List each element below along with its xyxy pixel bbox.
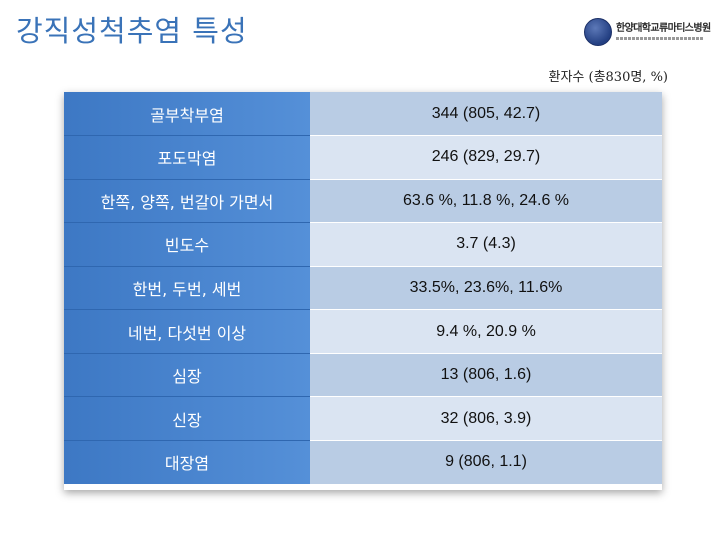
row-label: 포도막염 [64, 135, 310, 180]
row-label: 골부착부염 [64, 92, 310, 137]
row-value: 3.7 (4.3) [310, 222, 662, 267]
table-row: 한번, 두번, 세번 33.5%, 23.6%, 11.6% [64, 266, 662, 311]
row-value: 344 (805, 42.7) [310, 92, 662, 137]
hospital-logo: 한양대학교류마티스병원 [584, 16, 711, 48]
row-value: 13 (806, 1.6) [310, 353, 662, 398]
page-title: 강직성척추염 특성 [16, 14, 248, 48]
table-row: 심장 13 (806, 1.6) [64, 353, 662, 398]
row-label: 신장 [64, 396, 310, 441]
table-caption: 환자수 (총830명, %) [548, 70, 668, 85]
table-row: 대장염 9 (806, 1.1) [64, 440, 662, 484]
table-row: 한쪽, 양쪽, 번갈아 가면서 63.6 %, 11.8 %, 24.6 % [64, 179, 662, 224]
row-value: 9.4 %, 20.9 % [310, 309, 662, 354]
row-value: 246 (829, 29.7) [310, 135, 662, 180]
table-row: 빈도수 3.7 (4.3) [64, 222, 662, 267]
row-label: 한쪽, 양쪽, 번갈아 가면서 [64, 179, 310, 224]
row-label: 대장염 [64, 440, 310, 484]
row-value: 32 (806, 3.9) [310, 396, 662, 441]
row-label: 빈도수 [64, 222, 310, 267]
table-row: 포도막염 246 (829, 29.7) [64, 135, 662, 180]
row-label: 한번, 두번, 세번 [64, 266, 310, 311]
logo-name: 한양대학교류마티스병원 [616, 23, 711, 34]
characteristics-table: 골부착부염 344 (805, 42.7) 포도막염 246 (829, 29.… [64, 92, 662, 484]
row-value: 63.6 %, 11.8 %, 24.6 % [310, 179, 662, 224]
row-label: 심장 [64, 353, 310, 398]
table-row: 골부착부염 344 (805, 42.7) [64, 92, 662, 137]
row-value: 33.5%, 23.6%, 11.6% [310, 266, 662, 311]
university-seal-icon [584, 18, 612, 46]
table-row: 신장 32 (806, 3.9) [64, 396, 662, 441]
logo-subtitle-line [616, 37, 704, 40]
row-value: 9 (806, 1.1) [310, 440, 662, 484]
table-row: 네번, 다섯번 이상 9.4 %, 20.9 % [64, 309, 662, 354]
row-label: 네번, 다섯번 이상 [64, 309, 310, 354]
